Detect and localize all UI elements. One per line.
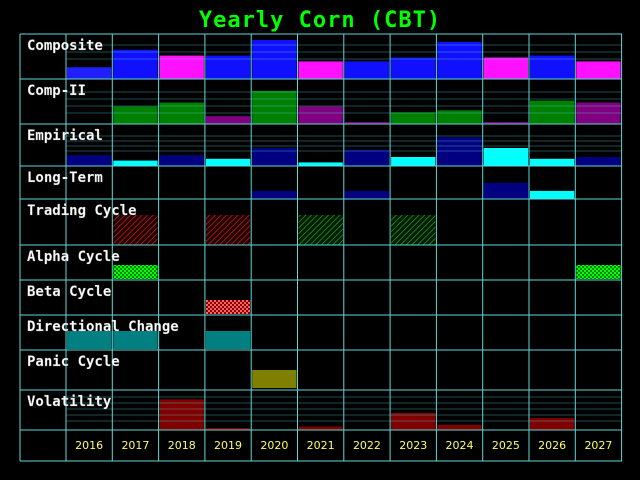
bar-empirical-2025 bbox=[483, 148, 528, 166]
bar-empirical-2016 bbox=[67, 155, 112, 166]
bar-comp-ii-2021 bbox=[298, 106, 343, 124]
row-label-beta-cycle: Beta Cycle bbox=[27, 284, 111, 300]
bar-directional-change-2016 bbox=[67, 331, 112, 349]
bar-comp-ii-2024 bbox=[437, 110, 482, 124]
bar-directional-change-2017 bbox=[113, 331, 158, 349]
bar-composite-2022 bbox=[344, 61, 390, 79]
bar-composite-2016 bbox=[67, 67, 112, 79]
bar-empirical-2017 bbox=[113, 160, 158, 166]
bar-empirical-2023 bbox=[391, 157, 436, 166]
bar-volatility-2021 bbox=[298, 426, 343, 430]
bar-volatility-2024 bbox=[437, 424, 482, 430]
year-label-2022: 2022 bbox=[353, 439, 381, 452]
year-label-2017: 2017 bbox=[121, 439, 149, 452]
year-label-2019: 2019 bbox=[214, 439, 242, 452]
year-label-2024: 2024 bbox=[446, 439, 474, 452]
row-label-composite: Composite bbox=[27, 38, 103, 54]
year-label-2016: 2016 bbox=[75, 439, 103, 452]
bar-empirical-2021 bbox=[298, 162, 343, 166]
year-label-2023: 2023 bbox=[399, 439, 427, 452]
bar-beta-cycle-2019 bbox=[205, 300, 251, 314]
bar-composite-2018 bbox=[159, 55, 204, 79]
bar-comp-ii-2025 bbox=[483, 122, 528, 124]
bar-long-term-2020 bbox=[252, 190, 297, 199]
bar-empirical-2026 bbox=[530, 158, 575, 166]
bar-panic-cycle-2020 bbox=[252, 370, 297, 388]
bar-comp-ii-2020 bbox=[252, 90, 297, 124]
year-label-2027: 2027 bbox=[584, 439, 612, 452]
year-label-2021: 2021 bbox=[307, 439, 335, 452]
row-label-empirical: Empirical bbox=[27, 128, 103, 144]
year-label-2020: 2020 bbox=[260, 439, 288, 452]
bar-comp-ii-2026 bbox=[530, 100, 575, 124]
bar-comp-ii-2017 bbox=[113, 106, 158, 124]
bar-composite-2017 bbox=[113, 49, 158, 79]
bar-empirical-2018 bbox=[159, 155, 204, 166]
bar-alpha-cycle-2017 bbox=[113, 265, 158, 279]
bar-composite-2023 bbox=[391, 57, 436, 79]
grid-layer bbox=[19, 33, 623, 462]
bar-directional-change-2019 bbox=[205, 331, 251, 349]
row-label-long-term: Long-Term bbox=[27, 170, 103, 186]
bar-empirical-2020 bbox=[252, 148, 297, 166]
bar-empirical-2024 bbox=[437, 137, 482, 166]
bar-trading-cycle-2019 bbox=[205, 215, 251, 245]
bar-composite-2019 bbox=[205, 55, 251, 79]
bar-trading-cycle-2021 bbox=[298, 215, 343, 245]
bar-empirical-2027 bbox=[576, 157, 621, 166]
year-label-2025: 2025 bbox=[492, 439, 520, 452]
bar-alpha-cycle-2027 bbox=[576, 265, 621, 279]
bar-composite-2027 bbox=[576, 61, 621, 79]
bar-volatility-2023 bbox=[391, 413, 436, 430]
chart-title: Yearly Corn (CBT) bbox=[198, 8, 442, 33]
bar-trading-cycle-2017 bbox=[113, 215, 158, 245]
bar-empirical-2019 bbox=[205, 158, 251, 166]
bar-volatility-2026 bbox=[530, 418, 575, 430]
row-label-alpha-cycle: Alpha Cycle bbox=[27, 249, 120, 265]
bar-long-term-2025 bbox=[483, 182, 528, 199]
bar-comp-ii-2022 bbox=[344, 122, 390, 124]
year-label-2018: 2018 bbox=[168, 439, 196, 452]
year-label-2026: 2026 bbox=[538, 439, 566, 452]
bar-long-term-2022 bbox=[344, 190, 390, 199]
labels-layer: Composite Comp-II Empirical Long-Term Tradin… bbox=[27, 38, 613, 452]
bar-comp-ii-2019 bbox=[205, 116, 251, 124]
bar-composite-2024 bbox=[437, 41, 482, 79]
bar-comp-ii-2023 bbox=[391, 112, 436, 124]
row-label-panic-cycle: Panic Cycle bbox=[27, 354, 120, 370]
row-label-volatility: Volatility bbox=[27, 394, 112, 410]
row-label-comp-ii: Comp-II bbox=[27, 83, 86, 99]
bar-volatility-2019 bbox=[205, 428, 251, 430]
bar-composite-2020 bbox=[252, 40, 297, 79]
bar-trading-cycle-2023 bbox=[391, 215, 436, 245]
bars-layer bbox=[67, 40, 621, 430]
row-label-trading-cycle: Trading Cycle bbox=[27, 203, 137, 219]
bar-long-term-2026 bbox=[530, 190, 575, 199]
bar-composite-2021 bbox=[298, 61, 343, 79]
row-label-directional-change: Directional Change bbox=[27, 319, 179, 335]
bar-empirical-2022 bbox=[344, 149, 390, 166]
bar-composite-2025 bbox=[483, 57, 528, 79]
bar-composite-2026 bbox=[530, 55, 575, 79]
